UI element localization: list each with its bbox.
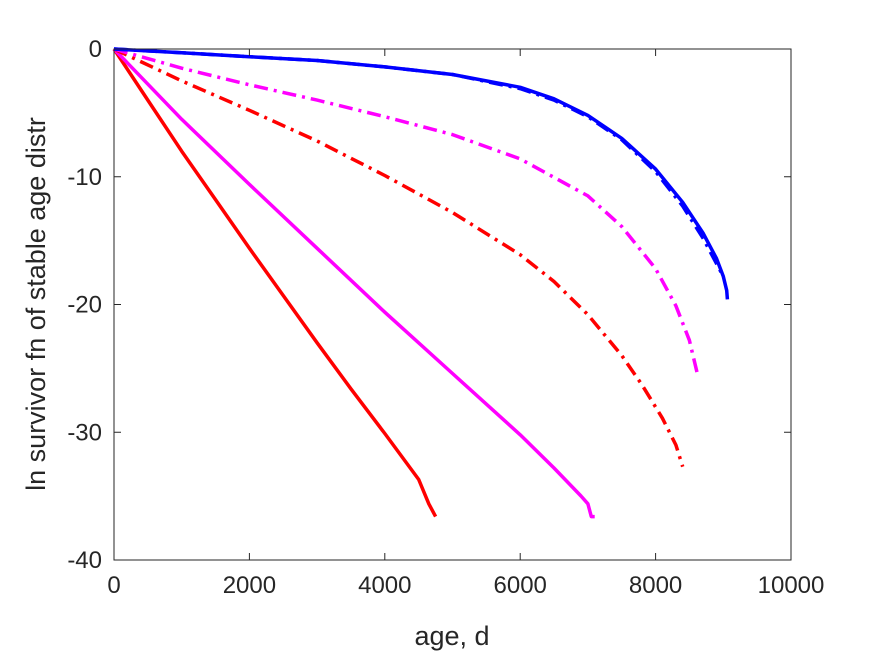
series-line-6 bbox=[113, 47, 730, 300]
y-tick-label: -20 bbox=[67, 292, 102, 319]
series-line-4 bbox=[113, 47, 700, 376]
y-tick-label: 0 bbox=[89, 36, 102, 63]
x-tick-label: 10000 bbox=[758, 572, 825, 599]
y-axis-label: ln survivor fn of stable age distr bbox=[21, 117, 51, 491]
x-axis-label: age, d bbox=[414, 621, 489, 651]
series-line-3 bbox=[113, 47, 685, 468]
x-tick-label: 6000 bbox=[494, 572, 547, 599]
x-tick-label: 0 bbox=[107, 572, 120, 599]
x-tick-label: 2000 bbox=[223, 572, 276, 599]
series-line-2 bbox=[112, 47, 595, 519]
y-tick-label: -10 bbox=[67, 164, 102, 191]
y-tick-label: -40 bbox=[67, 547, 102, 574]
x-tick-label: 8000 bbox=[629, 572, 682, 599]
ticks-layer: 0 2000 4000 6000 8000 10000 0 -10 -20 -30 -40 bbox=[67, 36, 824, 599]
series-line-1 bbox=[112, 48, 438, 518]
series-layer bbox=[112, 47, 730, 519]
x-tick-label: 4000 bbox=[358, 572, 411, 599]
plot-area bbox=[114, 49, 791, 560]
y-tick-label: -30 bbox=[67, 419, 102, 446]
